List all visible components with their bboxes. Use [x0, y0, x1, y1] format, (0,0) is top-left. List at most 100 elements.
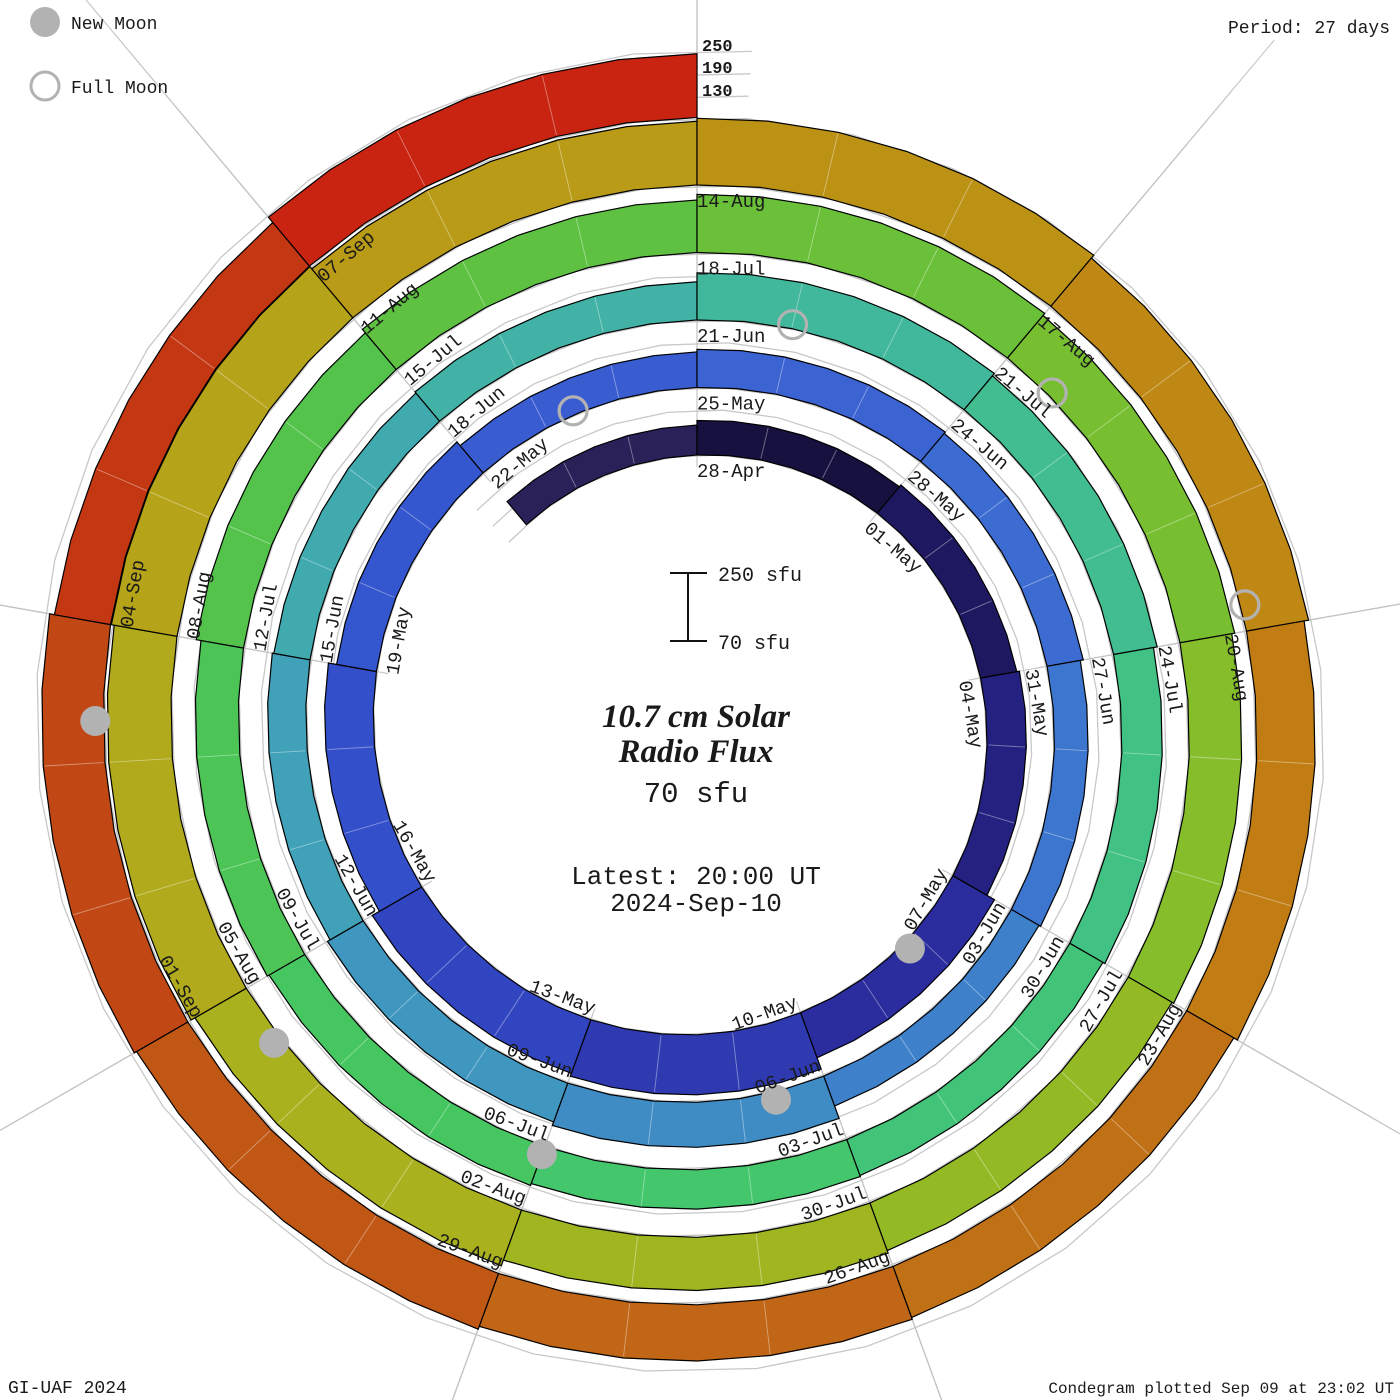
daily-divider: [340, 1037, 369, 1065]
daily-divider: [627, 436, 635, 464]
daily-divider: [494, 990, 525, 1037]
scale-bar-top-label: 250 sfu: [718, 565, 802, 588]
daily-divider: [198, 754, 239, 758]
center-annotation: 10.7 cm Solar Radio Flux 70 sfu Latest: …: [571, 699, 821, 919]
daily-divider: [110, 758, 171, 763]
daily-divider: [1084, 544, 1123, 562]
daily-divider: [381, 1159, 414, 1208]
daily-divider: [623, 1303, 631, 1357]
daily-divider: [740, 1099, 746, 1142]
daily-divider: [136, 877, 195, 897]
daily-divider: [396, 131, 425, 186]
flux-segment: [267, 53, 698, 267]
daily-divider: [936, 1092, 957, 1123]
daily-divider: [270, 750, 306, 754]
daily-divider: [344, 819, 389, 834]
daily-divider: [1110, 1118, 1149, 1155]
new-moon-marker: [761, 1084, 792, 1115]
full-moon-marker: [1229, 589, 1261, 621]
daily-divider: [344, 1216, 377, 1264]
credit-label: GI-UAF 2024: [8, 1379, 127, 1399]
daily-divider: [228, 525, 271, 545]
date-label: 21-Jun: [697, 326, 765, 348]
radial-tick-130: 130: [702, 83, 733, 102]
daily-divider: [647, 1102, 654, 1145]
flux-segment: [799, 874, 996, 1059]
daily-divider: [1208, 483, 1264, 508]
daily-divider: [462, 261, 486, 307]
daily-divider: [654, 1035, 662, 1093]
full-moon-icon: [29, 70, 61, 102]
daily-divider: [216, 370, 269, 410]
daily-divider: [1141, 360, 1191, 398]
radial-axis-labels: 250 190 130: [702, 38, 733, 102]
daily-divider: [1043, 831, 1074, 842]
daily-divider: [978, 812, 1015, 824]
date-label: 28-Apr: [697, 461, 765, 483]
daily-divider: [1258, 760, 1314, 765]
daily-divider: [499, 334, 516, 367]
daily-divider: [943, 179, 973, 238]
daily-divider: [465, 1046, 488, 1080]
daily-divider: [755, 1234, 763, 1285]
daily-divider: [1237, 889, 1292, 907]
daily-divider: [557, 141, 573, 201]
current-flux-value: 70 sfu: [644, 778, 748, 811]
daily-divider: [747, 1166, 753, 1204]
daily-divider: [882, 317, 904, 358]
daily-divider: [776, 358, 786, 393]
daily-divider: [289, 839, 324, 851]
daily-divider: [541, 75, 557, 136]
daily-divider: [426, 945, 467, 983]
daily-divider: [1061, 1072, 1098, 1106]
daily-divider: [610, 365, 620, 398]
daily-divider: [73, 897, 130, 916]
chart-title-line1: 10.7 cm Solar: [602, 699, 791, 735]
daily-divider: [44, 762, 104, 767]
new-moon-marker: [80, 705, 111, 736]
daily-divider: [1055, 748, 1087, 752]
latest-date-label: 2024-Sep-10: [610, 889, 782, 919]
date-label: 18-Jul: [697, 259, 765, 281]
daily-divider: [1012, 1025, 1039, 1051]
daily-divider: [220, 858, 260, 872]
daily-divider: [862, 980, 889, 1019]
daily-divider: [791, 283, 803, 328]
daily-divider: [277, 1084, 320, 1124]
daily-divider: [428, 1103, 451, 1136]
daily-divider: [807, 207, 821, 262]
daily-divider: [822, 449, 837, 479]
moon-legend: New Moon Full Moon: [29, 7, 168, 102]
daily-divider: [979, 497, 1007, 519]
radial-tick-250: 250: [702, 38, 733, 57]
period-label: Period: 27 days: [1228, 19, 1390, 39]
daily-divider: [427, 191, 456, 247]
daily-divider: [1123, 752, 1161, 756]
daily-divider: [286, 421, 323, 450]
daily-divider: [389, 991, 418, 1019]
daily-divider: [631, 1236, 639, 1287]
daily-divider: [924, 537, 953, 559]
daily-divider: [1087, 405, 1131, 438]
daily-divider: [301, 556, 333, 572]
daily-divider: [899, 1036, 917, 1062]
daily-divider: [822, 133, 839, 196]
daily-divider: [960, 600, 992, 615]
daily-divider: [149, 491, 209, 518]
new-moon-label: New Moon: [71, 15, 157, 35]
full-moon-marker: [776, 309, 809, 341]
plotted-timestamp: Condegram plotted Sep 09 at 23:02 UT: [1048, 1380, 1394, 1398]
daily-divider: [988, 744, 1025, 748]
daily-divider: [732, 1032, 740, 1090]
daily-divider: [349, 468, 377, 490]
daily-divider: [170, 335, 215, 369]
daily-divider: [530, 397, 547, 428]
daily-divider: [400, 506, 431, 531]
daily-divider: [1108, 850, 1145, 863]
daily-divider: [228, 1130, 271, 1170]
daily-divider: [327, 746, 374, 750]
daily-divider: [1010, 1205, 1040, 1250]
